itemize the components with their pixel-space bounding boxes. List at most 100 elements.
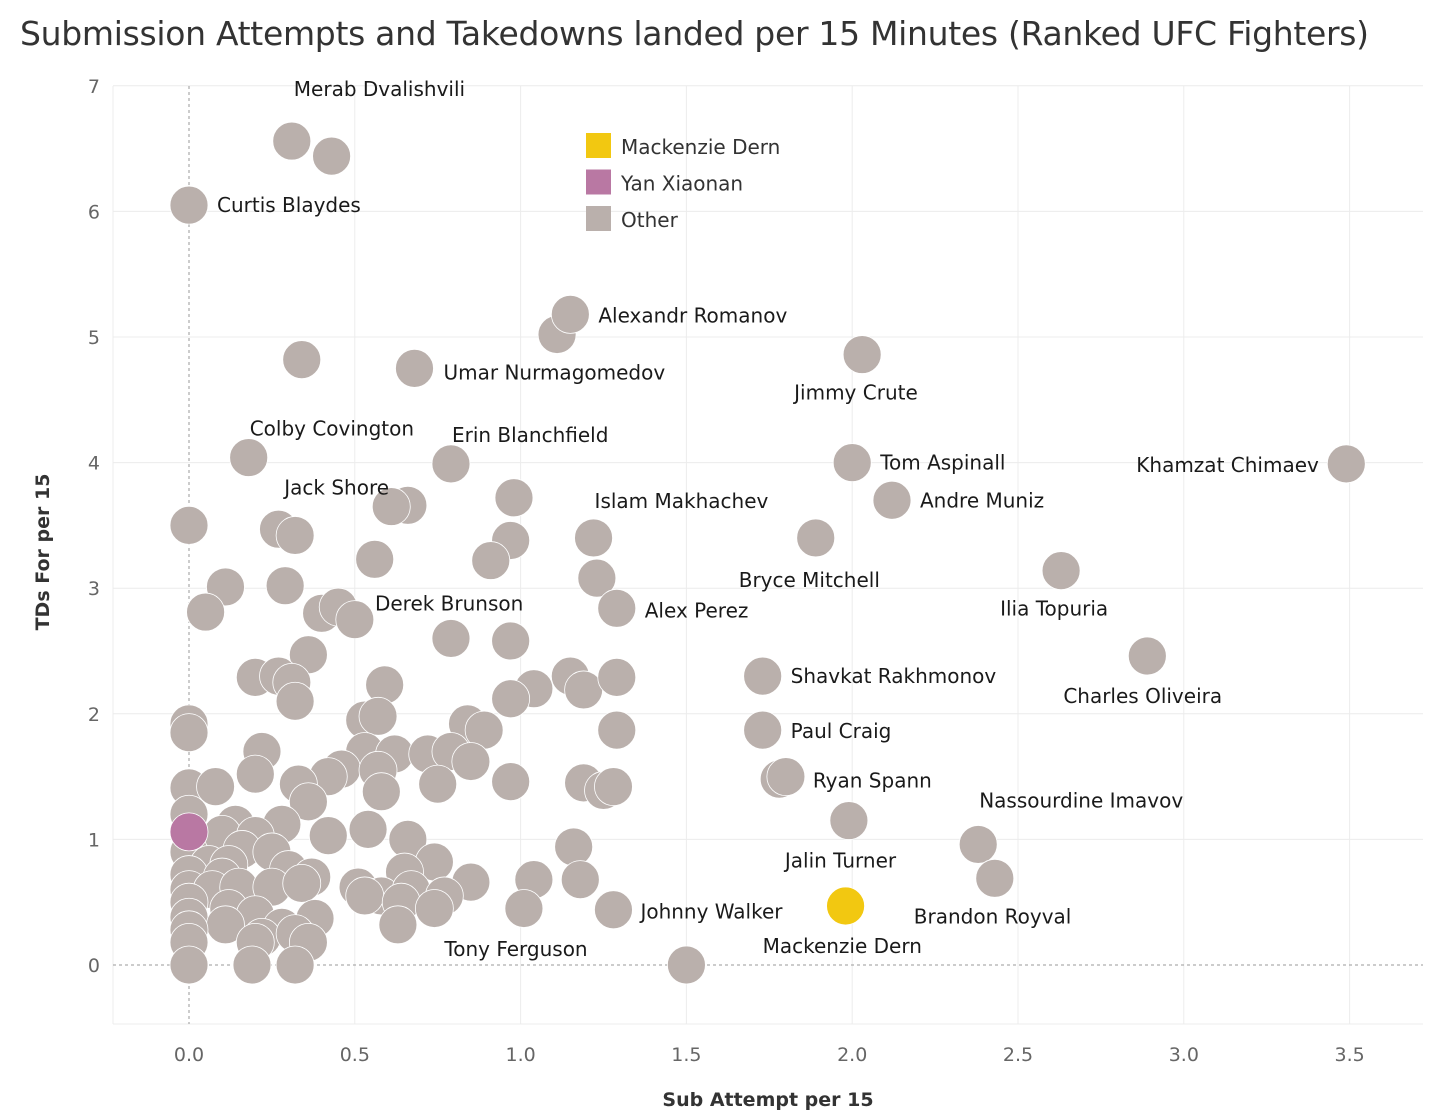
data-point-labeled xyxy=(395,348,434,388)
point-label: Shavkat Rakhmonov xyxy=(791,664,997,688)
data-point-labeled xyxy=(958,825,998,864)
data-point xyxy=(275,681,315,721)
data-point-labeled xyxy=(229,438,269,477)
point-label: Alex Perez xyxy=(645,598,749,622)
y-tick-label: 5 xyxy=(88,327,100,349)
x-tick-label: 2.5 xyxy=(1003,1044,1033,1066)
point-label: Tony Ferguson xyxy=(443,937,587,961)
data-point xyxy=(494,478,534,518)
data-point xyxy=(235,754,275,794)
data-point-labeled xyxy=(667,945,706,985)
point-label: Khamzat Chimaev xyxy=(1136,453,1319,477)
point-label: Curtis Blaydes xyxy=(217,193,361,217)
data-point-labeled xyxy=(597,588,637,628)
y-tick-label: 1 xyxy=(88,829,100,851)
data-point xyxy=(491,762,531,802)
data-point-labeled xyxy=(766,757,806,796)
data-point xyxy=(169,506,209,545)
point-label: Paul Craig xyxy=(791,719,892,743)
data-point xyxy=(471,541,511,580)
y-axis-title: TDs For per 15 xyxy=(32,474,54,631)
data-point xyxy=(564,670,604,710)
data-point xyxy=(491,679,531,719)
data-point-labeled xyxy=(371,487,411,526)
point-label: Mackenzie Dern xyxy=(763,934,922,958)
x-axis-title: Sub Attempt per 15 xyxy=(662,1089,873,1111)
data-point-labeled xyxy=(574,518,613,558)
data-point-labeled xyxy=(796,518,836,558)
data-point-labeled xyxy=(872,480,912,520)
data-point xyxy=(169,713,209,753)
data-point-labeled xyxy=(832,443,872,483)
data-point xyxy=(597,710,637,750)
point-labels-layer: Merab Dvalishvili Curtis Blaydes Alexandr … xyxy=(217,77,1319,961)
data-point-labeled xyxy=(431,619,471,658)
data-point xyxy=(265,566,305,606)
data-point-labeled xyxy=(431,444,471,484)
point-label: Islam Makhachev xyxy=(595,489,769,513)
x-tick-label: 1.5 xyxy=(671,1044,701,1066)
x-tick-label: 0.5 xyxy=(340,1044,370,1066)
y-tick-label: 2 xyxy=(88,704,100,726)
data-point xyxy=(594,767,633,807)
data-point-labeled xyxy=(550,294,590,334)
x-tick-label: 1.0 xyxy=(505,1044,535,1066)
data-point xyxy=(355,539,395,579)
legend-swatch xyxy=(586,133,611,158)
point-label: Ryan Spann xyxy=(813,769,932,793)
y-tick-label: 4 xyxy=(88,453,100,475)
data-point xyxy=(282,863,322,903)
x-tick-label: 0.0 xyxy=(174,1044,204,1066)
axis-layer: 0.0 0.5 1.0 1.5 2.0 2.5 3.0 3.5 0 1 2 3 4 5 6 7 xyxy=(88,76,1365,1066)
x-tick-label: 3.5 xyxy=(1334,1044,1364,1066)
data-point-labeled xyxy=(975,858,1015,898)
x-tick-label: 3.0 xyxy=(1169,1044,1199,1066)
point-label: Brandon Royval xyxy=(914,904,1072,928)
data-point xyxy=(345,876,385,916)
data-point xyxy=(282,340,322,380)
data-point-labeled xyxy=(169,185,209,225)
data-point xyxy=(335,600,375,639)
data-point xyxy=(358,696,398,736)
legend-swatch xyxy=(586,206,611,231)
data-point xyxy=(288,782,328,822)
data-point xyxy=(418,764,458,804)
point-label: Nassourdine Imavov xyxy=(979,788,1183,812)
data-point xyxy=(414,889,454,928)
point-label: Bryce Mitchell xyxy=(739,568,880,592)
point-label: Umar Nurmagomedov xyxy=(443,360,665,384)
data-point xyxy=(275,516,315,555)
data-point-highlight xyxy=(169,812,209,852)
data-point xyxy=(275,945,315,985)
data-point xyxy=(186,592,225,632)
x-tick-label: 2.0 xyxy=(837,1044,867,1066)
data-point-labeled xyxy=(743,656,783,696)
y-tick-label: 3 xyxy=(88,578,100,600)
data-point-labeled xyxy=(272,121,312,161)
legend-label: Yan Xiaonan xyxy=(620,172,743,196)
point-label: Johnny Walker xyxy=(638,900,783,924)
data-point xyxy=(504,889,544,928)
point-label: Andre Muniz xyxy=(920,488,1044,512)
point-label: Ilia Topuria xyxy=(1000,597,1108,621)
chart-title: Submission Attempts and Takedowns landed… xyxy=(20,14,1369,53)
y-tick-label: 7 xyxy=(88,76,100,98)
data-point-labeled xyxy=(1127,636,1167,676)
point-label: Colby Covington xyxy=(250,417,414,441)
data-point xyxy=(169,945,209,985)
data-point xyxy=(361,772,401,812)
point-label: Derek Brunson xyxy=(375,591,523,615)
points-layer xyxy=(169,121,1366,985)
data-point-labeled xyxy=(842,335,882,374)
data-point xyxy=(378,905,418,945)
point-label: Jimmy Crute xyxy=(792,381,918,405)
data-point-labeled xyxy=(594,890,633,930)
data-point xyxy=(312,136,351,176)
data-point xyxy=(348,809,388,849)
point-label: Charles Oliveira xyxy=(1063,684,1222,708)
data-point-labeled xyxy=(1041,551,1081,591)
point-label: Jack Shore xyxy=(282,476,389,500)
data-point xyxy=(196,767,235,807)
data-point xyxy=(560,860,600,899)
